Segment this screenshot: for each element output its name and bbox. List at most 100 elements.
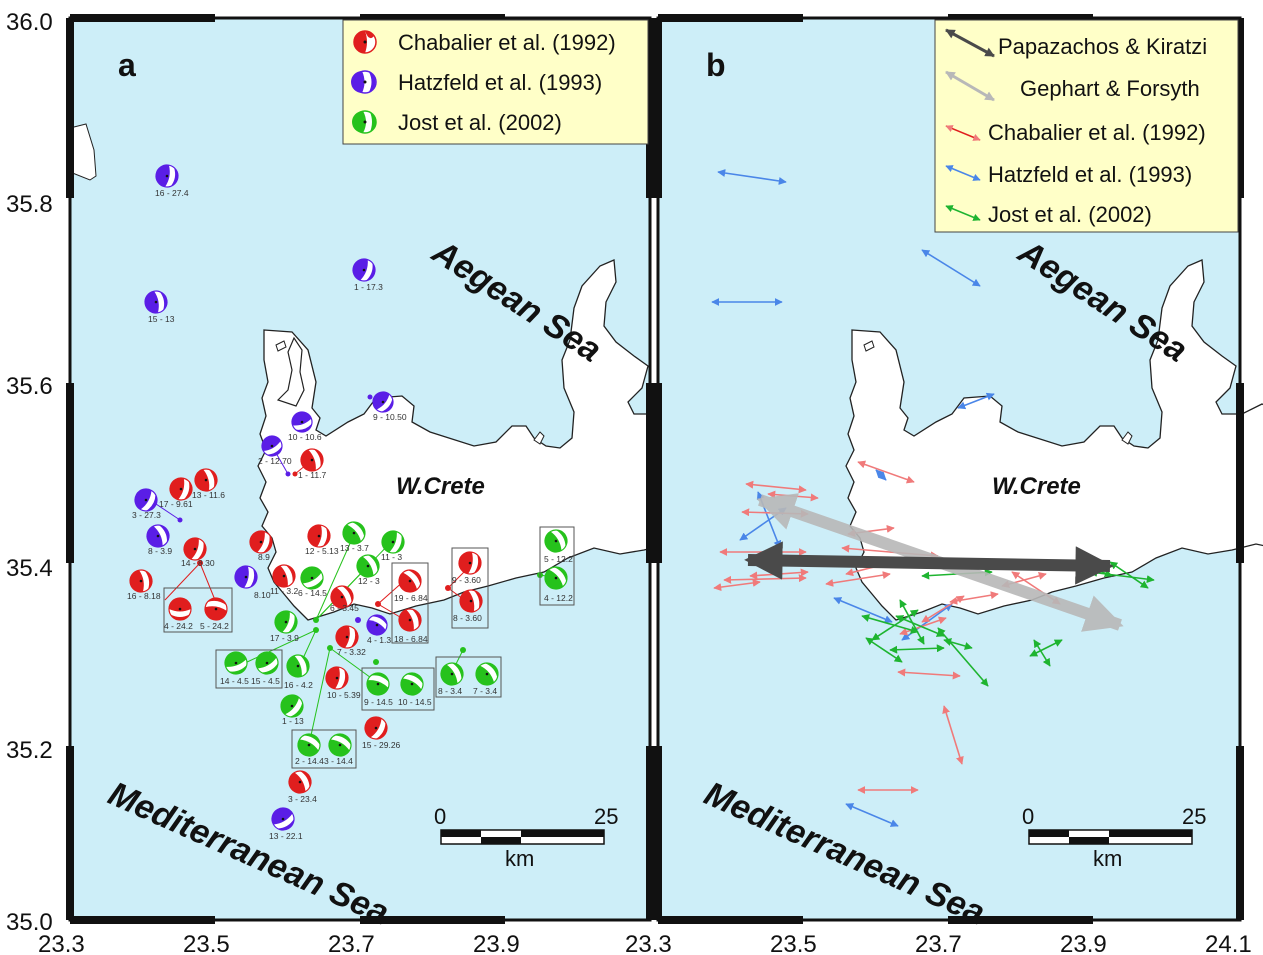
x-tick-label: 23.9 (1060, 931, 1107, 955)
focal-mechanism-jost (280, 694, 304, 718)
event-label: 2 - 12.70 (258, 456, 292, 466)
focal-mechanism-jost (342, 521, 366, 545)
y-tick-label: 36.0 (6, 9, 53, 36)
focal-mechanism-jost (300, 566, 324, 590)
focal-mechanism-chabalier (364, 716, 388, 740)
focal-mechanism-jost (440, 662, 464, 686)
focal-mechanism-chabalier (335, 625, 359, 649)
event-label: 17 - 3.9 (270, 633, 299, 643)
islet (533, 431, 545, 445)
panel-a: a Aegean Sea Mediterranean Sea W.Crete (66, 14, 840, 932)
stress-arrow-green (943, 638, 973, 650)
focal-mechanism-hatzfeld (291, 411, 313, 433)
scale-bar-b: 0 25 km (1022, 804, 1206, 871)
svg-text:25: 25 (1182, 804, 1206, 829)
focal-mechanism-hatzfeld (366, 614, 388, 636)
focal-mechanism-chabalier (459, 589, 483, 613)
event-label: 15 - 29.26 (362, 740, 401, 750)
legend-item-chabalier: Chabalier et al. (1992) (945, 120, 1206, 145)
x-tick-label: 23.3 (625, 931, 672, 955)
event-label: 14 - 8.30 (181, 558, 215, 568)
event-label: 8 - 3.60 (453, 613, 482, 623)
event-label: 10 - 14.5 (398, 697, 432, 707)
focal-mechanism-hatzfeld (352, 258, 376, 282)
svg-text:Jost et al. (2002): Jost et al. (2002) (988, 202, 1152, 227)
event-label: 12 - 3 (358, 576, 380, 586)
beachball-icon (353, 30, 377, 54)
focal-mechanism-hatzfeld (144, 290, 168, 314)
event-group-boxes (163, 526, 575, 769)
focal-mechanisms: 16 - 27.4 15 - 13 1 - 17.3 9 - 10.50 10 - 10… (127, 164, 573, 841)
focal-mechanism-jost (328, 733, 352, 757)
frame-ticks (66, 14, 654, 924)
event-label: 13 - 11.6 (192, 490, 225, 500)
stress-arrow-blue (957, 392, 995, 410)
focal-mechanism-chabalier (458, 551, 482, 575)
frame-ticks (654, 14, 1244, 924)
stress-arrow-green (937, 627, 989, 687)
focal-mechanism-chabalier (129, 569, 153, 593)
x-axis-labels-b: 23.3 23.5 23.7 23.9 24.1 (625, 931, 1252, 955)
event-label: 4 - 1.3 (367, 635, 391, 645)
event-label: 12 - 5.13 (305, 546, 339, 556)
focal-mechanism-hatzfeld (155, 164, 179, 188)
papazachos-kiratzi-arrow (744, 541, 1114, 585)
focal-mechanism-chabalier (325, 666, 349, 690)
focal-mechanism-chabalier (307, 524, 331, 548)
panel-letter-b: b (706, 47, 726, 83)
focal-mechanism-chabalier (168, 597, 192, 621)
focal-mechanism-jost (356, 554, 380, 578)
focal-mechanism-hatzfeld (234, 565, 258, 589)
event-label: 9 - 10.50 (373, 412, 407, 422)
legend-item-gephart: Gephart & Forsyth (945, 70, 1200, 102)
event-label: 8.10 (254, 590, 271, 600)
event-label: 13 - 3.7 (340, 543, 369, 553)
focal-mechanism-jost (381, 530, 405, 554)
x-tick-label: 23.9 (473, 931, 520, 955)
stress-arrow-green (865, 637, 903, 663)
y-tick-label: 35.8 (6, 191, 53, 218)
event-label: 14 - 4.5 (220, 676, 249, 686)
event-label: 19 - 6.84 (394, 593, 428, 603)
y-axis-labels: 36.0 35.8 35.6 35.4 35.2 35.0 (6, 9, 53, 936)
event-label: 18 - 6.84 (394, 634, 428, 644)
event-label: 2 - 14.4 (295, 756, 324, 766)
stress-arrow-green (889, 644, 945, 654)
focal-mechanism-jost (255, 651, 279, 675)
legend-item-jost: Jost et al. (2002) (352, 110, 562, 135)
event-label: 16 - 8.18 (127, 591, 161, 601)
x-tick-label: 23.7 (328, 931, 375, 955)
legend-item-jost: Jost et al. (2002) (945, 202, 1152, 227)
focal-mechanism-jost (475, 662, 499, 686)
focal-mechanism-jost (366, 672, 390, 696)
event-label: 3 - 27.3 (132, 510, 161, 520)
focal-mechanism-chabalier (169, 477, 193, 501)
event-label: 8 - 3.9 (148, 546, 172, 556)
region-label: W.Crete (396, 473, 485, 500)
focal-mechanism-chabalier (330, 585, 354, 609)
focal-mechanism-jost (544, 529, 568, 553)
event-label: 10 - 10.6 (288, 432, 322, 442)
event-label: 4 - 24.2 (164, 621, 193, 631)
double-arrow-icon (945, 70, 995, 102)
y-tick-label: 35.6 (6, 373, 53, 400)
svg-text:0: 0 (434, 804, 446, 829)
focal-mechanism-jost (286, 654, 310, 678)
event-label: 3 - 23.4 (288, 794, 317, 804)
stress-arrow-red (857, 460, 915, 484)
legend-item-hatzfeld: Hatzfeld et al. (1993) (945, 162, 1192, 187)
beachball-icon (352, 110, 377, 134)
event-label: 16 - 27.4 (155, 188, 189, 198)
event-label: 15 - 13 (148, 314, 175, 324)
svg-text:25: 25 (594, 804, 618, 829)
legend-panel-a: Chabalier et al. (1992) Hatzfeld et al. … (342, 19, 649, 145)
event-label: 1 - 11.7 (298, 470, 326, 480)
x-tick-label: 23.7 (915, 931, 962, 955)
double-arrow-icon (945, 125, 981, 141)
focal-mechanism-jost (297, 733, 321, 757)
legend-item-hatzfeld: Hatzfeld et al. (1993) (351, 70, 602, 95)
stress-arrow-blue (717, 169, 787, 185)
svg-text:0: 0 (1022, 804, 1034, 829)
x-tick-label: 23.5 (183, 931, 230, 955)
